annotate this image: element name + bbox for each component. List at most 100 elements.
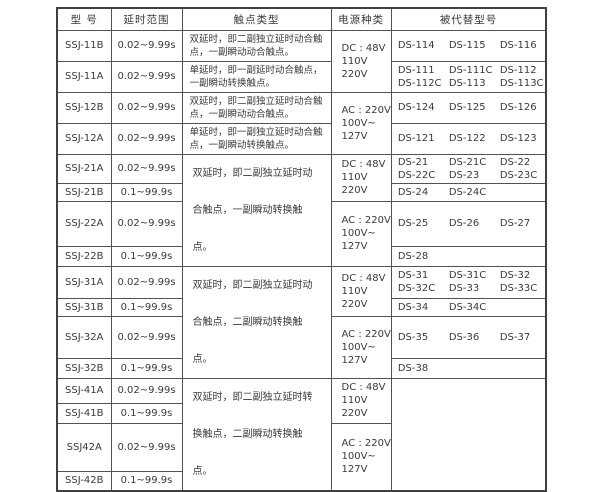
replaced-model: DS-115	[448, 40, 486, 51]
replaced-models-cell: DS-114 DS-115 DS-116	[390, 29, 547, 62]
table-row: SSJ-12A 0.02~9.99s 单延时，即一副独立延时动合触点，一副瞬动转换触…	[56, 122, 547, 155]
power-option: DC : 48V	[341, 382, 386, 393]
power-type-cell: DC : 48V 110V 220V	[330, 153, 392, 202]
replaced-model: DS-21C	[448, 156, 487, 168]
replaced-models-cell: DS-38	[390, 357, 547, 379]
power-option: 110V	[341, 55, 368, 67]
replaced-model: DS-23C	[499, 169, 538, 181]
header-cell-power: 电源种类	[330, 7, 392, 31]
replaced-models-cell: DS-21 DS-21C DS-22 DS-22C DS-23 DS-23C	[390, 153, 547, 184]
replaced-models-line: DS-25 DS-26 DS-27	[398, 217, 546, 230]
power-type-cell: DC : 48V 110V 220V	[330, 265, 392, 317]
replaced-model: DS-113	[448, 77, 486, 89]
delay-range-cell: 0.02~9.99s	[110, 265, 183, 299]
replaced-model: DS-22C	[397, 169, 436, 181]
power-option: 127V	[341, 354, 368, 366]
replaced-models-line: DS-22C DS-23 DS-23C	[398, 169, 546, 182]
delay-range-cell: 0.1~99.9s	[110, 357, 183, 379]
delay-range-cell: 0.1~99.9s	[110, 402, 183, 424]
replaced-models-cell: DS-34 DS-34C	[390, 297, 547, 317]
replaced-model: DS-38	[397, 362, 429, 374]
replaced-model: DS-24	[397, 186, 429, 198]
replaced-model: DS-24C	[448, 186, 487, 198]
header-cell-model: 型 号	[56, 7, 112, 31]
power-option: 127V	[341, 464, 368, 475]
replaced-model: DS-31	[397, 270, 429, 281]
replaced-model: DS-116	[499, 40, 537, 51]
model-cell: SSJ-31A	[56, 265, 112, 299]
table-row: SSJ-22A 0.02~9.99s AC : 220V 100V~ 127V DS-25…	[56, 200, 547, 267]
replaced-models-line: DS-31 DS-31C DS-32	[398, 269, 546, 282]
power-option: AC : 220V	[341, 328, 391, 340]
replaced-model: DS-125	[448, 102, 486, 113]
header-row: 型 号延时范围 触点类型 电源种类 被代替型号	[56, 7, 547, 31]
table-row: SSJ-32B 0.1~99.9s DS-38	[56, 357, 547, 379]
replaced-model: DS-32C	[397, 283, 436, 294]
contact-type-cell: 双延时，即二副独立延时动合触点，一副瞬动转换触点。	[181, 153, 332, 267]
delay-range-cell: 0.02~9.99s	[110, 60, 183, 93]
replaced-model: DS-33	[448, 283, 480, 294]
power-option: 110V	[341, 395, 368, 406]
model-cell: SSJ-41A	[56, 377, 112, 404]
replaced-model: DS-124	[397, 102, 435, 113]
power-option: 110V	[341, 285, 368, 297]
model-cell: SSJ-42B	[56, 470, 112, 492]
delay-range-cell: 0.1~99.9s	[110, 297, 183, 317]
replaced-model: DS-27	[499, 218, 531, 229]
table-row: SSJ-41A 0.02~9.99s 双延时，即二副独立延时转换触点，二副瞬动转换触…	[56, 377, 547, 491]
table-row: SSJ-11B 0.02~9.99s 双延时，即二副独立延时动合触点，一副瞬动动合触…	[56, 29, 547, 93]
replaced-model: DS-31C	[448, 270, 487, 281]
model-cell: SSJ-12A	[56, 122, 112, 155]
replaced-models-cell: DS-111 DS-111C DS-112 DS-112C DS-113 DS-113C	[390, 60, 547, 93]
replaced-models-line: DS-112C DS-113 DS-113C	[398, 77, 546, 90]
relay-spec-table: 型 号延时范围 触点类型 电源种类 被代替型号 SSJ-11B 0.02~9.99s 双延…	[56, 7, 548, 492]
contact-type-cell: 双延时，即二副独立延时动合触点，一副瞬动动合触点。	[181, 91, 332, 124]
model-cell: SSJ-31B	[56, 297, 112, 317]
replaced-models-cell: DS-24 DS-24C	[390, 182, 547, 202]
replaced-model: DS-34C	[448, 301, 487, 313]
power-option: DC : 48V	[341, 272, 386, 284]
replaced-model: DS-111C	[448, 64, 493, 76]
power-type-cell: AC : 220V 100V~ 127V	[330, 200, 392, 267]
replaced-model: DS-122	[448, 133, 486, 144]
power-option: 220V	[341, 298, 368, 310]
replaced-models-cell: DS-124 DS-125 DS-126	[390, 91, 547, 124]
replaced-model: DS-34	[397, 301, 429, 313]
power-type-cell: DC : 48V 110V 220V	[330, 377, 392, 424]
header-cell-contact: 触点类型	[181, 7, 332, 31]
model-cell: SSJ-22B	[56, 245, 112, 267]
power-option: AC : 220V	[341, 104, 391, 116]
model-cell: SSJ-12B	[56, 91, 112, 124]
replaced-models-line: DS-34 DS-34C	[398, 301, 546, 314]
contact-type-cell: 双延时，即二副独立延时转换触点，二副瞬动转换触点。	[181, 377, 332, 491]
delay-range-cell: 0.02~9.99s	[110, 91, 183, 124]
replaced-model: DS-28	[397, 250, 429, 262]
table-row: SSJ-12B 0.02~9.99s 双延时，即二副独立延时动合触点，一副瞬动动合触…	[56, 91, 547, 155]
replaced-model: DS-26	[448, 218, 480, 229]
model-cell: SSJ-11A	[56, 60, 112, 93]
model-cell: SSJ-41B	[56, 402, 112, 424]
contact-type-cell: 双延时，即二副独立延时动合触点，二副瞬动转换触点。	[181, 265, 332, 379]
model-cell: SSJ-21B	[56, 182, 112, 202]
delay-range-cell: 0.02~9.99s	[110, 422, 183, 472]
delay-range-cell: 0.02~9.99s	[110, 153, 183, 184]
power-type-cell: DC : 48V 110V 220V	[330, 29, 392, 93]
replaced-models-cell: DS-121 DS-122 DS-123	[390, 122, 547, 155]
replaced-models-line: DS-28	[398, 250, 546, 263]
power-option: 100V~	[341, 451, 376, 462]
replaced-model: DS-126	[499, 102, 537, 113]
delay-range-cell: 0.1~99.9s	[110, 470, 183, 492]
table-row: SSJ-11A 0.02~9.99s 单延时，即一副延时动合触点，一副瞬动转换触点。…	[56, 60, 547, 93]
model-cell: SSJ-21A	[56, 153, 112, 184]
replaced-models-line: DS-24 DS-24C	[398, 186, 546, 199]
delay-range-cell: 0.02~9.99s	[110, 122, 183, 155]
replaced-model: DS-33C	[499, 283, 538, 294]
replaced-model: DS-21	[397, 156, 429, 168]
header-cell-delay: 延时范围	[110, 7, 183, 31]
power-option: 100V~	[341, 228, 376, 239]
contact-type-cell: 双延时，即二副独立延时动合触点，一副瞬动动合触点。	[181, 29, 332, 62]
replaced-model: DS-35	[397, 331, 429, 343]
replaced-models-cell: DS-35 DS-36 DS-37	[390, 315, 547, 359]
replaced-model: DS-23	[448, 169, 480, 181]
model-cell: SSJ-11B	[56, 29, 112, 62]
